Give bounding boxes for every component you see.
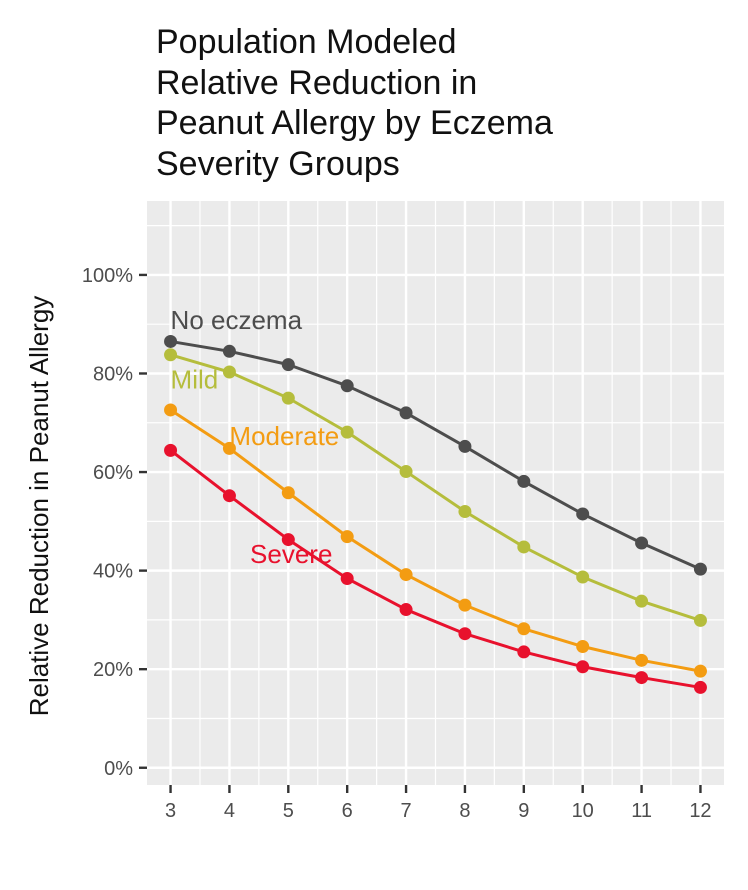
y-axis-title: Relative Reduction in Peanut Allergy: [24, 296, 54, 717]
data-point-no-eczema: [340, 379, 354, 393]
series-no-eczema: No eczema: [164, 305, 707, 576]
data-point-moderate: [635, 653, 649, 667]
data-point-mild: [635, 594, 649, 608]
data-point-moderate: [164, 403, 178, 417]
data-point-severe: [164, 443, 178, 457]
series-line-mild: [170, 353, 701, 622]
data-point-severe: [517, 645, 531, 659]
y-tick-label: 40%: [93, 561, 133, 583]
data-point-mild: [222, 365, 236, 379]
grid: [147, 201, 724, 785]
x-tick-label: 4: [224, 800, 235, 822]
series-moderate: Moderate: [164, 403, 707, 678]
x-tick-label: 6: [342, 800, 353, 822]
chart-title: Population Modeled Relative Reduction in…: [156, 23, 553, 183]
data-point-no-eczema: [222, 344, 236, 358]
data-point-severe: [399, 603, 413, 617]
series-line-no-eczema: [170, 339, 702, 571]
series-mild: Mild: [164, 348, 707, 627]
y-tick-label: 80%: [93, 363, 133, 385]
data-point-no-eczema: [458, 439, 472, 453]
data-point-severe: [458, 627, 472, 641]
data-point-no-eczema: [164, 334, 178, 348]
data-point-moderate: [458, 598, 472, 612]
data-point-severe: [281, 533, 295, 547]
series-label-severe: Severe: [250, 539, 332, 569]
data-point-moderate: [693, 664, 707, 678]
data-point-moderate: [281, 486, 295, 500]
x-tick-label: 11: [631, 800, 652, 822]
data-point-no-eczema: [517, 474, 531, 488]
data-point-no-eczema: [399, 406, 413, 420]
data-point-no-eczema: [576, 507, 590, 521]
data-point-mild: [340, 425, 354, 439]
data-point-severe: [576, 660, 590, 674]
x-tick-label: 9: [518, 800, 529, 822]
x-tick-label: 3: [165, 800, 176, 822]
series-severe: Severe: [164, 443, 707, 694]
data-point-severe: [693, 680, 707, 694]
data-point-severe: [222, 489, 236, 503]
series-label-mild: Mild: [171, 364, 219, 394]
data-point-mild: [399, 465, 413, 479]
y-tick-label: 100%: [82, 265, 133, 287]
data-point-moderate: [222, 441, 236, 455]
series-label-no-eczema: No eczema: [171, 305, 303, 335]
series: No eczema Mild Moderate Severe: [164, 305, 707, 694]
series-label-moderate: Moderate: [229, 421, 339, 451]
x-tick-label: 12: [689, 800, 711, 822]
data-point-severe: [340, 572, 354, 586]
data-point-mild: [281, 391, 295, 405]
x-tick-label: 7: [400, 800, 411, 822]
data-point-mild: [517, 540, 531, 554]
data-point-moderate: [517, 622, 531, 636]
data-point-moderate: [340, 530, 354, 544]
axes: 0% 20% 40% 60% 80% 100% 3 4 5 6 7 8 9 10 11 12: [82, 265, 712, 822]
y-tick-label: 0%: [104, 758, 133, 780]
y-tick-label: 20%: [93, 659, 133, 681]
y-tick-label: 60%: [93, 462, 133, 484]
series-line-severe: [169, 449, 701, 689]
data-point-severe: [635, 671, 649, 685]
data-point-no-eczema: [693, 562, 707, 576]
data-point-mild: [576, 570, 590, 584]
x-tick-label: 5: [283, 800, 294, 822]
data-point-moderate: [576, 640, 590, 654]
data-point-mild: [693, 613, 707, 627]
data-point-mild: [458, 504, 472, 518]
x-tick-label: 10: [572, 800, 594, 822]
data-point-moderate: [399, 568, 413, 582]
series-line-moderate: [169, 408, 701, 673]
data-point-no-eczema: [281, 358, 295, 372]
data-point-no-eczema: [635, 536, 649, 550]
data-point-mild: [164, 348, 178, 362]
x-tick-label: 8: [459, 800, 470, 822]
